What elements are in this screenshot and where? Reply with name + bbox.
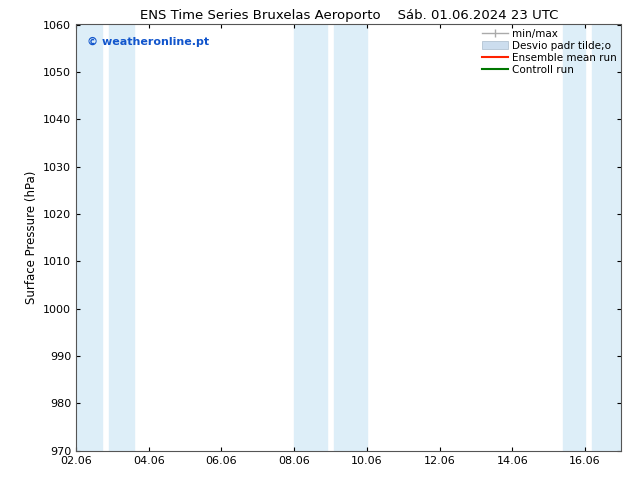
Text: © weatheronline.pt: © weatheronline.pt xyxy=(87,37,209,48)
Bar xyxy=(334,24,367,451)
Bar xyxy=(76,24,101,451)
Title: ENS Time Series Bruxelas Aeroporto    Sáb. 01.06.2024 23 UTC: ENS Time Series Bruxelas Aeroporto Sáb. … xyxy=(139,9,558,22)
Bar xyxy=(592,24,621,451)
Bar xyxy=(563,24,585,451)
Legend: min/max, Desvio padr tilde;o, Ensemble mean run, Controll run: min/max, Desvio padr tilde;o, Ensemble m… xyxy=(479,25,620,78)
Bar xyxy=(109,24,134,451)
Bar xyxy=(294,24,327,451)
Y-axis label: Surface Pressure (hPa): Surface Pressure (hPa) xyxy=(25,171,37,304)
